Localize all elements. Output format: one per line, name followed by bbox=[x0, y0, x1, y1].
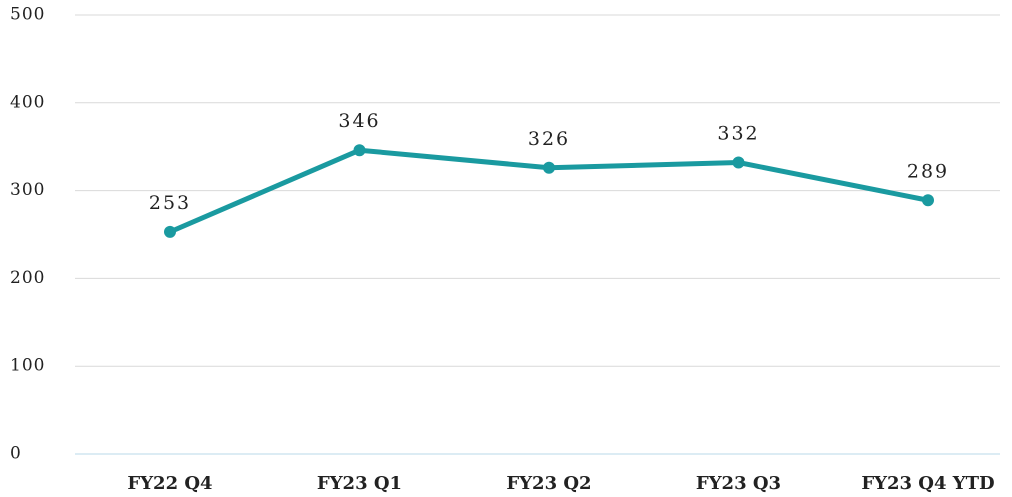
data-label: 253 bbox=[149, 192, 191, 214]
point bbox=[164, 225, 176, 238]
y-tick-label: 200 bbox=[10, 268, 45, 288]
y-tick-label: 100 bbox=[10, 356, 45, 376]
y-tick-label: 400 bbox=[10, 92, 45, 112]
x-tick-label: FY22 Q4 bbox=[127, 473, 212, 494]
x-tick-label: FY23 Q4 YTD bbox=[861, 473, 994, 494]
x-tick-label: FY23 Q2 bbox=[506, 473, 591, 494]
data-label: 326 bbox=[528, 128, 570, 150]
y-tick-label: 300 bbox=[10, 180, 45, 200]
point bbox=[732, 156, 745, 169]
point bbox=[922, 194, 934, 207]
x-tick-label: FY23 Q3 bbox=[696, 473, 781, 494]
y-tick-label: 0 bbox=[10, 444, 22, 464]
y-tick-label: 500 bbox=[10, 5, 45, 25]
data-label: 289 bbox=[907, 160, 949, 182]
data-label: 332 bbox=[717, 123, 759, 145]
data-label: 346 bbox=[338, 110, 380, 132]
point bbox=[353, 144, 366, 157]
x-tick-label: FY23 Q1 bbox=[317, 473, 402, 494]
point bbox=[543, 161, 555, 174]
